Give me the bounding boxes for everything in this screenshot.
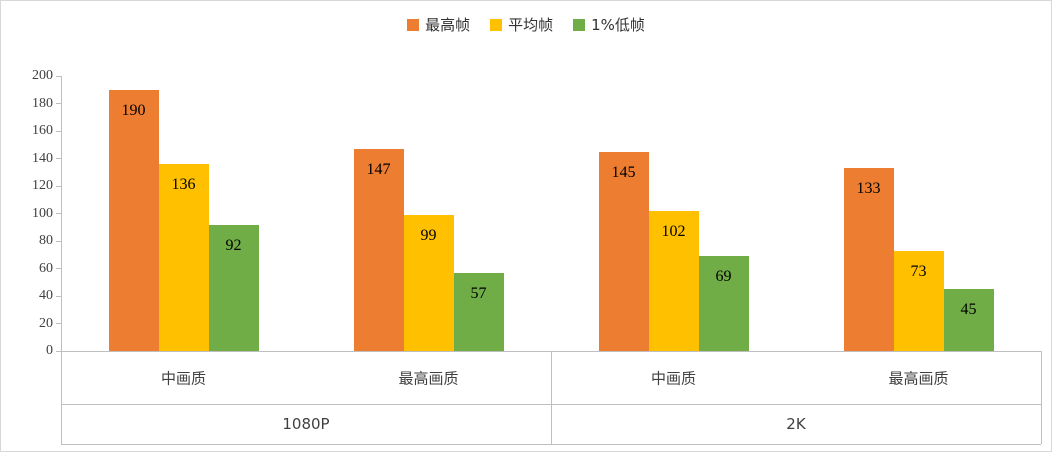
bar-data-label: 45: [960, 301, 977, 319]
legend-swatch-icon: [407, 18, 420, 31]
y-tick-label: 120: [32, 178, 53, 193]
category-label: 最高画质: [398, 369, 459, 387]
y-tick-mark: [56, 185, 61, 187]
y-tick-label: 180: [32, 95, 53, 111]
group-separator: [60, 351, 62, 444]
y-tick-label: 140: [32, 150, 53, 166]
bar: [353, 148, 404, 351]
legend-series-label: 平均帧: [508, 16, 554, 34]
bar: [698, 256, 749, 351]
group-label: 2K: [786, 415, 806, 433]
bar-data-label: 102: [661, 222, 686, 240]
group-separator: [1040, 351, 1042, 444]
y-tick-mark: [56, 213, 61, 214]
y-tick-mark: [56, 158, 61, 159]
legend-series-label: 1%低帧: [591, 16, 645, 34]
bar: [208, 224, 259, 351]
bar: [108, 89, 159, 351]
y-tick-label: 100: [32, 205, 53, 221]
legend-item: 1%低帧: [573, 14, 645, 35]
category-label: 最高画质: [888, 369, 949, 387]
bar: [403, 214, 454, 351]
group-label: 1080P: [282, 415, 330, 433]
y-tick-label: 40: [39, 288, 53, 303]
bar-data-label: 145: [611, 163, 636, 181]
legend-series-label: 最高帧: [425, 16, 471, 34]
y-tick-mark: [56, 295, 61, 297]
legend-item: 平均帧: [490, 14, 553, 35]
y-tick-mark: [56, 130, 61, 132]
y-tick-label: 20: [39, 315, 53, 331]
bar-data-label: 69: [715, 268, 732, 286]
bar-data-label: 92: [225, 236, 242, 254]
bar-data-label: 190: [121, 101, 146, 119]
chart-legend: 最高帧 平均帧 1%低帧: [1, 14, 1051, 35]
bar-data-label: 57: [470, 284, 487, 302]
bar: [648, 210, 699, 351]
y-tick-mark: [56, 268, 61, 269]
y-tick-mark: [56, 323, 61, 324]
bar-data-label: 99: [420, 226, 437, 244]
y-tick-label: 200: [32, 68, 53, 83]
legend-swatch-icon: [573, 18, 586, 31]
category-label: 中画质: [160, 369, 207, 387]
bar: [943, 289, 994, 351]
group-separator: [550, 351, 552, 444]
y-tick-mark: [56, 75, 61, 77]
bar: [893, 250, 944, 351]
category-label: 中画质: [650, 369, 697, 387]
y-tick-mark: [56, 350, 61, 352]
y-tick-mark: [56, 240, 61, 242]
axis-bottom-line: [61, 444, 1041, 445]
y-tick-label: 80: [39, 233, 53, 248]
legend-swatch-icon: [490, 18, 503, 31]
bar: [843, 168, 894, 351]
bar-data-label: 73: [910, 262, 927, 280]
y-tick-mark: [56, 103, 61, 104]
bar-data-label: 147: [366, 160, 391, 178]
bar: [598, 151, 649, 351]
legend-item: 最高帧: [407, 14, 470, 35]
y-tick-label: 60: [39, 260, 53, 276]
bar-data-label: 133: [856, 180, 881, 198]
y-tick-label: 160: [32, 123, 53, 138]
bar: [158, 164, 209, 351]
y-axis-line: [61, 76, 62, 351]
y-tick-label: 0: [46, 343, 53, 358]
bar-data-label: 136: [171, 176, 196, 193]
bar: [453, 272, 504, 351]
